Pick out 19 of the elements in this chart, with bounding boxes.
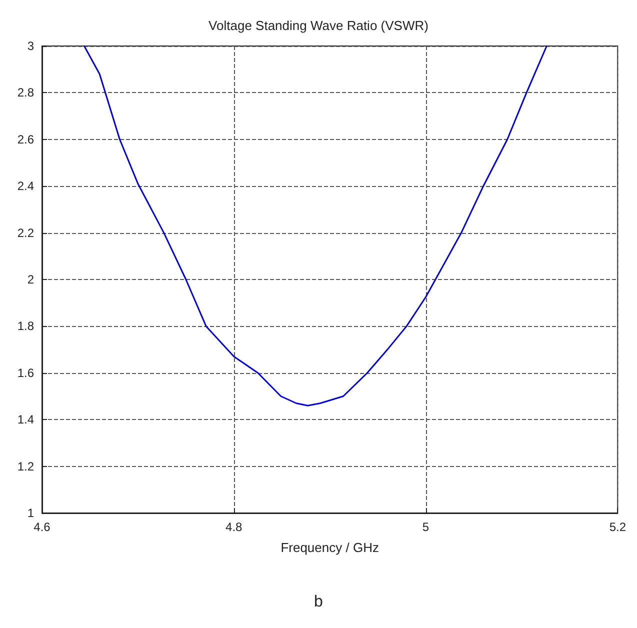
y-tick-label: 1.2 xyxy=(17,459,34,474)
y-tick-label: 2.6 xyxy=(17,132,34,146)
y-tick-label: 1.8 xyxy=(17,319,34,334)
line-series xyxy=(83,45,548,406)
x-tick-label: 5.2 xyxy=(609,520,626,534)
x-tick-label: 5 xyxy=(422,520,430,534)
x-axis-title: Frequency / GHz xyxy=(280,540,379,555)
x-tick-label: 4.6 xyxy=(34,520,51,534)
y-tick-label: 2 xyxy=(27,272,34,286)
y-tick-label: 2.2 xyxy=(17,226,34,240)
y-tick-label: 1 xyxy=(27,506,34,520)
y-tick-label: 3 xyxy=(27,39,34,53)
y-tick-label: 1.4 xyxy=(17,412,34,427)
chart-title: Voltage Standing Wave Ratio (VSWR) xyxy=(208,18,428,33)
x-tick-label: 4.8 xyxy=(226,520,243,534)
y-tick-label: 1.6 xyxy=(17,366,34,380)
text: b xyxy=(314,594,324,610)
y-tick-label: 2.8 xyxy=(17,86,34,100)
y-tick-label: 2.4 xyxy=(17,179,34,194)
